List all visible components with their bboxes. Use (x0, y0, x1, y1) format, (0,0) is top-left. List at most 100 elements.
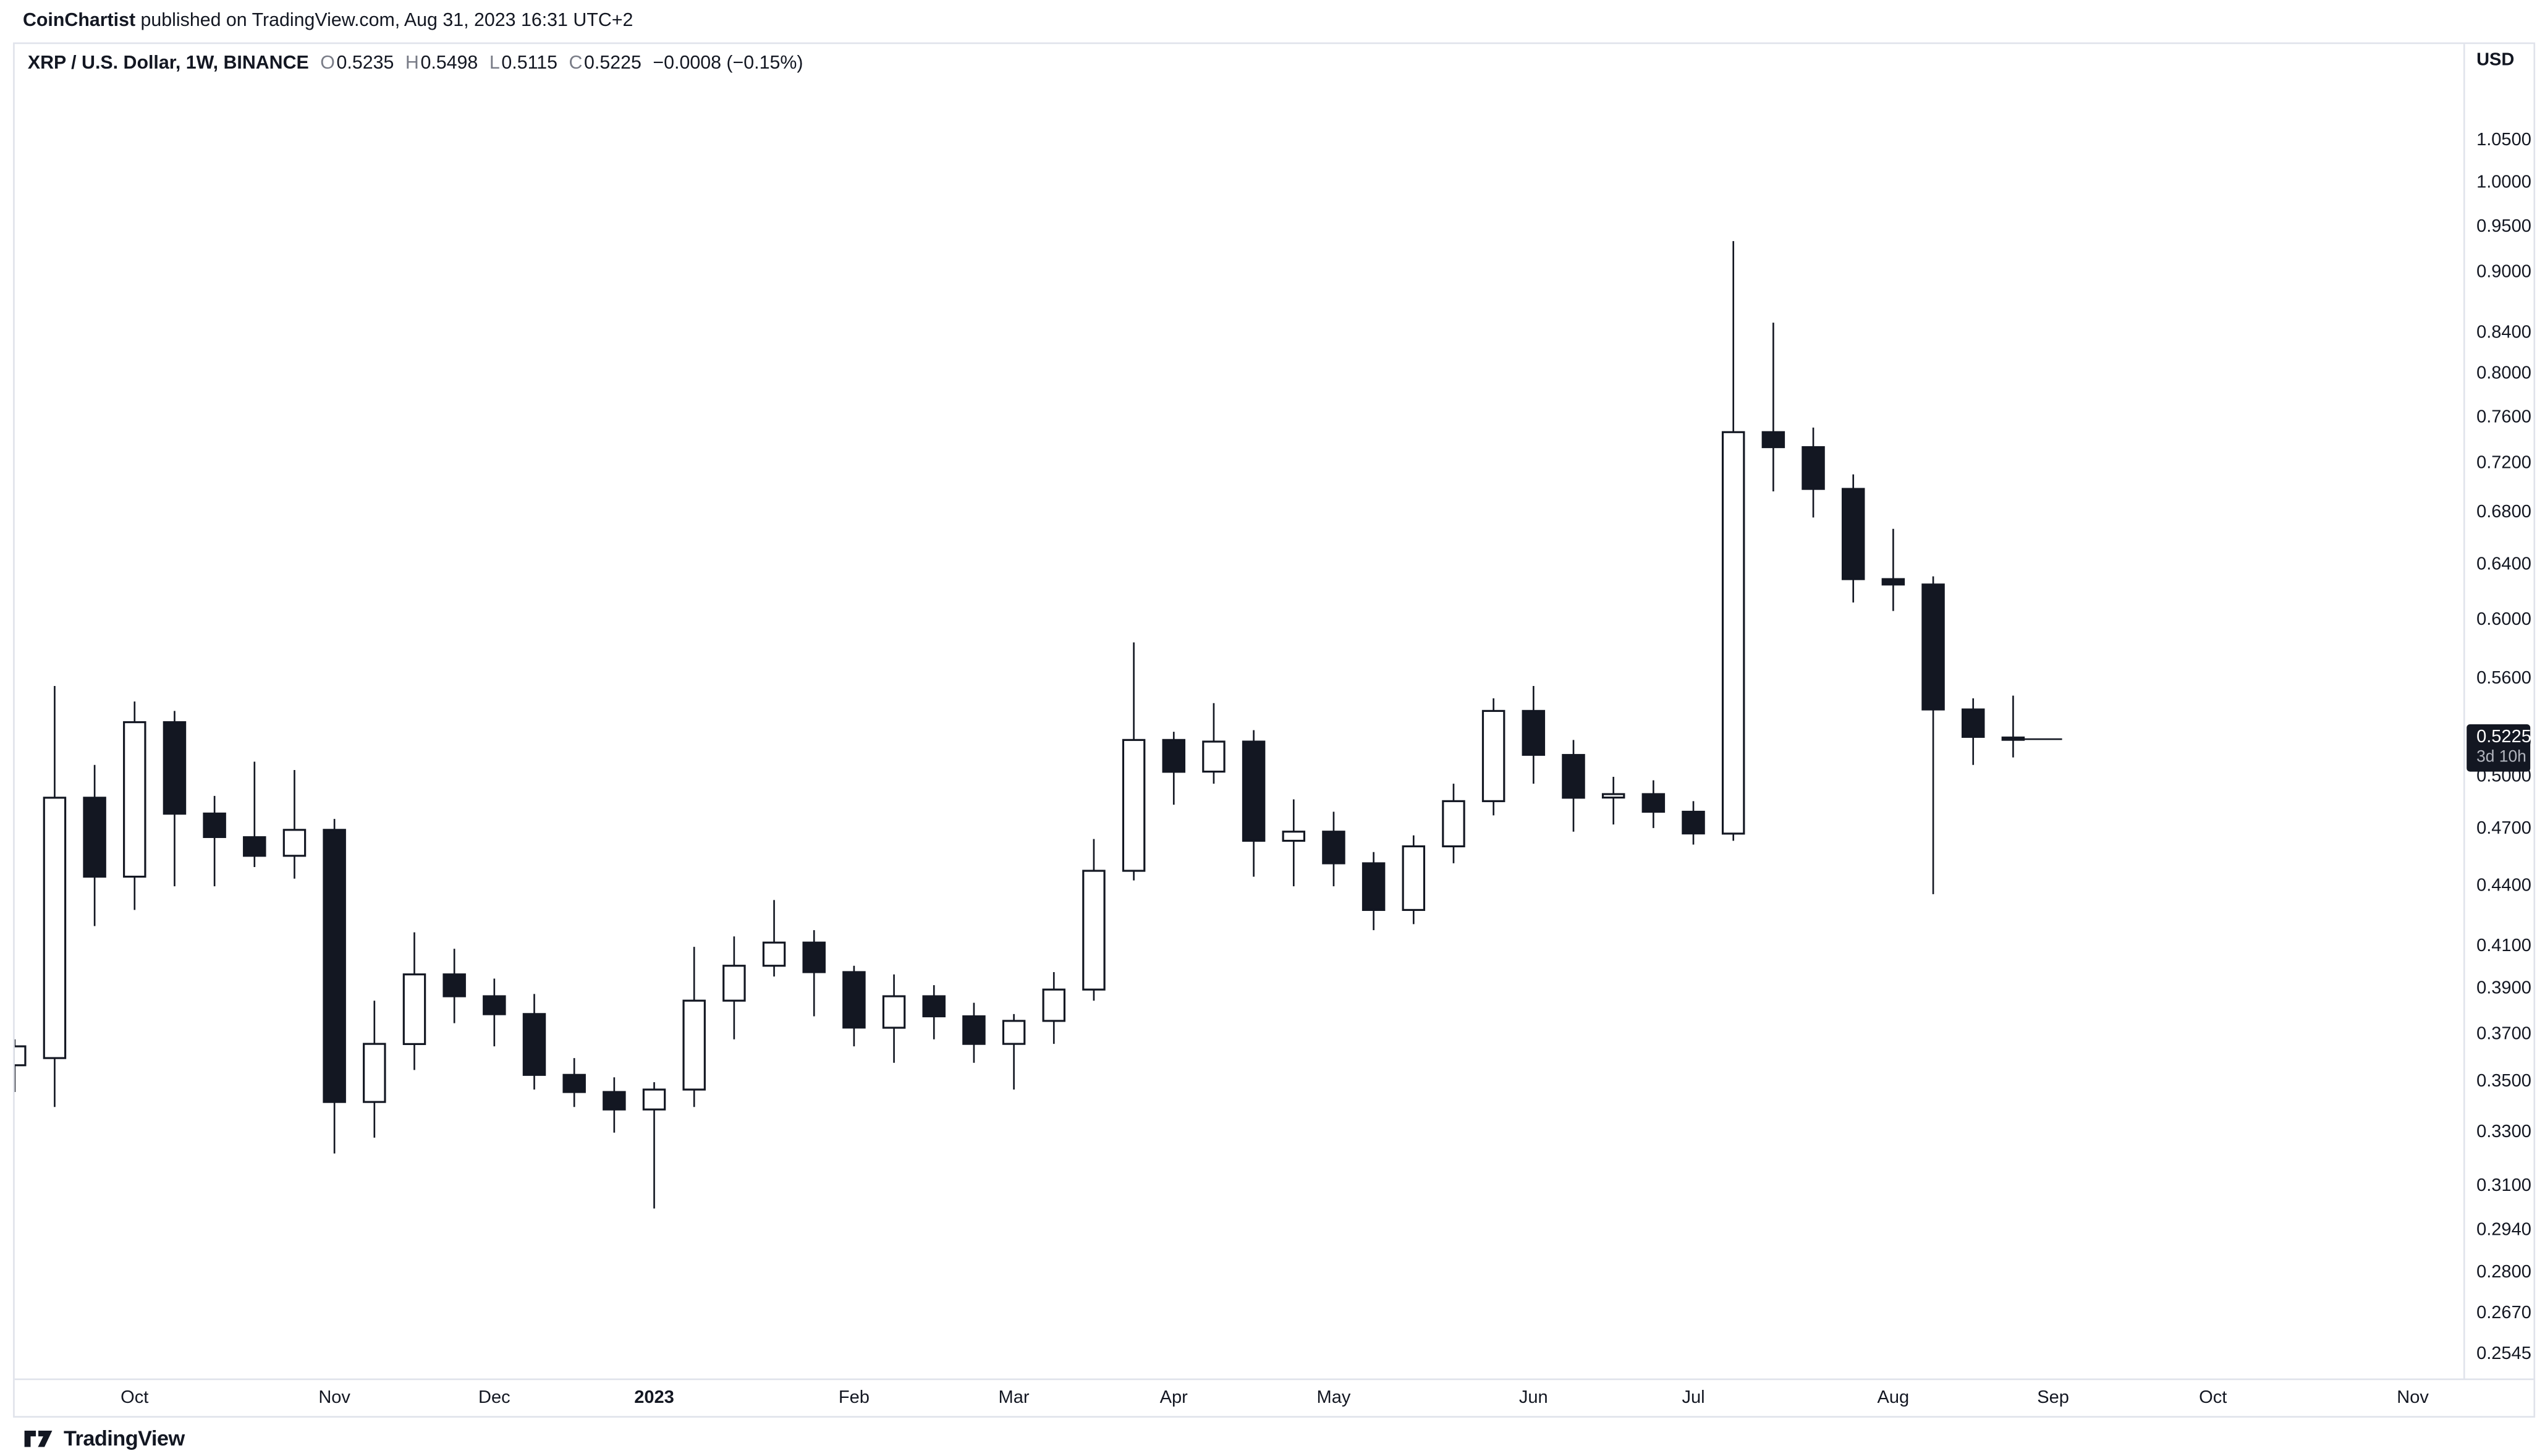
price-axis-label: 0.6400 (2476, 554, 2531, 575)
candle[interactable] (682, 947, 706, 1107)
candle[interactable] (363, 1001, 386, 1138)
chart-pane[interactable]: XRP / U.S. Dollar, 1W, BINANCE O 0.5235 H… (14, 44, 2463, 1378)
candle[interactable] (1202, 703, 1226, 784)
candle[interactable] (762, 900, 786, 977)
candle[interactable] (842, 965, 866, 1047)
price-axis-label: 0.3100 (2476, 1175, 2531, 1195)
time-axis-label: Sep (2037, 1388, 2069, 1408)
price-axis-label: 0.6800 (2476, 503, 2531, 523)
candle[interactable] (562, 1058, 586, 1107)
candle[interactable] (1921, 576, 1945, 894)
price-axis-label: 0.4400 (2476, 875, 2531, 895)
candle[interactable] (1562, 740, 1585, 832)
candle[interactable] (1481, 698, 1505, 816)
price-axis-label: 0.9000 (2476, 263, 2531, 283)
time-axis-label: Nov (2397, 1388, 2429, 1408)
candle[interactable] (1002, 1014, 1026, 1090)
time-axis-label: Nov (318, 1388, 350, 1408)
price-axis-label: 0.3500 (2476, 1071, 2531, 1091)
price-axis-label: 1.0000 (2476, 172, 2531, 193)
author-link[interactable]: CoinChartist (22, 11, 136, 32)
candle[interactable] (1961, 698, 1985, 765)
legend-open: O 0.5235 (320, 54, 394, 74)
candle[interactable] (722, 936, 746, 1039)
candle[interactable] (802, 930, 826, 1017)
time-axis[interactable]: Oct Nov Dec 2023 Feb Mar Apr May Jun Jul Aug Sep Oct… (14, 1378, 2534, 1418)
time-axis-label: Aug (1877, 1388, 1910, 1408)
candle[interactable] (1082, 839, 1106, 1001)
candle[interactable] (882, 974, 906, 1063)
candle[interactable] (43, 685, 67, 1107)
price-axis-label: 0.2670 (2476, 1303, 2531, 1323)
symbol-legend: XRP / U.S. Dollar, 1W, BINANCE O 0.5235 H… (28, 52, 803, 75)
price-axis-label: 0.3900 (2476, 979, 2531, 999)
candle[interactable] (1122, 642, 1146, 881)
price-axis-label: 0.3300 (2476, 1122, 2531, 1142)
price-axis-label: 0.8000 (2476, 363, 2531, 384)
candle[interactable] (243, 761, 266, 868)
candle[interactable] (603, 1077, 626, 1133)
candle[interactable] (962, 1002, 986, 1063)
candle[interactable] (1282, 799, 1306, 887)
candle[interactable] (323, 819, 346, 1154)
candle[interactable] (522, 994, 546, 1090)
candle[interactable] (123, 701, 146, 910)
candle[interactable] (1682, 801, 1705, 845)
tradingview-wordmark: TradingView (63, 1426, 185, 1450)
candle[interactable] (1522, 685, 1546, 784)
price-axis-label: 0.8400 (2476, 322, 2531, 342)
time-axis-label: Dec (478, 1388, 510, 1408)
candle[interactable] (1841, 474, 1865, 603)
price-axis-label: 0.4100 (2476, 936, 2531, 956)
candle[interactable] (1721, 241, 1745, 841)
candle[interactable] (1881, 528, 1905, 611)
time-axis-label: Jul (1682, 1388, 1705, 1408)
candle[interactable] (483, 978, 506, 1047)
candle[interactable] (922, 985, 946, 1039)
candle[interactable] (443, 949, 466, 1023)
price-axis-label: 0.6000 (2476, 610, 2531, 630)
candle[interactable] (1361, 852, 1386, 931)
candle[interactable] (1442, 784, 1465, 863)
time-axis-label: May (1316, 1388, 1351, 1408)
price-axis-label: 1.0500 (2476, 131, 2531, 151)
candle[interactable] (2001, 695, 2025, 758)
candle[interactable] (642, 1082, 666, 1209)
candle[interactable] (282, 769, 307, 879)
candle[interactable] (1402, 835, 1426, 925)
candle[interactable] (1641, 780, 1666, 828)
legend-high: H 0.5498 (405, 54, 478, 74)
candle[interactable] (203, 795, 226, 887)
price-axis-label: 0.4700 (2476, 819, 2531, 839)
current-price-badge: 0.5225 3d 10h (2467, 724, 2531, 772)
candle[interactable] (83, 764, 106, 926)
candle[interactable] (1042, 971, 1065, 1044)
time-axis-label: Jun (1518, 1388, 1548, 1408)
candle[interactable] (1242, 730, 1266, 877)
attribution-bar: CoinChartist published on TradingView.co… (23, 10, 633, 33)
legend-change: −0.0008 (−0.15%) (653, 54, 803, 74)
time-axis-label: Feb (838, 1388, 870, 1408)
currency-label: USD (2476, 50, 2515, 70)
time-axis-label: Apr (1159, 1388, 1188, 1408)
time-axis-label: Oct (2199, 1388, 2227, 1408)
time-axis-label: Mar (998, 1388, 1030, 1408)
candle[interactable] (1761, 323, 1785, 492)
legend-low: L 0.5115 (489, 54, 557, 74)
candle[interactable] (1601, 777, 1625, 825)
candle[interactable] (163, 711, 187, 887)
price-axis-label: 0.5600 (2476, 669, 2531, 689)
candle[interactable] (402, 932, 426, 1070)
symbol-title[interactable]: XRP / U.S. Dollar, 1W, BINANCE (27, 54, 309, 74)
candle[interactable] (1802, 427, 1825, 518)
candle[interactable] (1162, 732, 1186, 805)
candlestick-chart[interactable] (14, 44, 2463, 1378)
candle[interactable] (1322, 811, 1345, 887)
price-axis-label: 0.2800 (2476, 1263, 2531, 1282)
price-axis[interactable]: USD 1.0500 1.0000 0.9500 0.9000 0.8400 0.8000… (2463, 44, 2534, 1379)
attribution-text: published on TradingView.com, Aug 31, 20… (135, 11, 633, 32)
candle[interactable] (14, 1039, 27, 1093)
tradingview-branding[interactable]: TradingView (23, 1426, 185, 1450)
price-axis-label: 0.7600 (2476, 407, 2531, 428)
